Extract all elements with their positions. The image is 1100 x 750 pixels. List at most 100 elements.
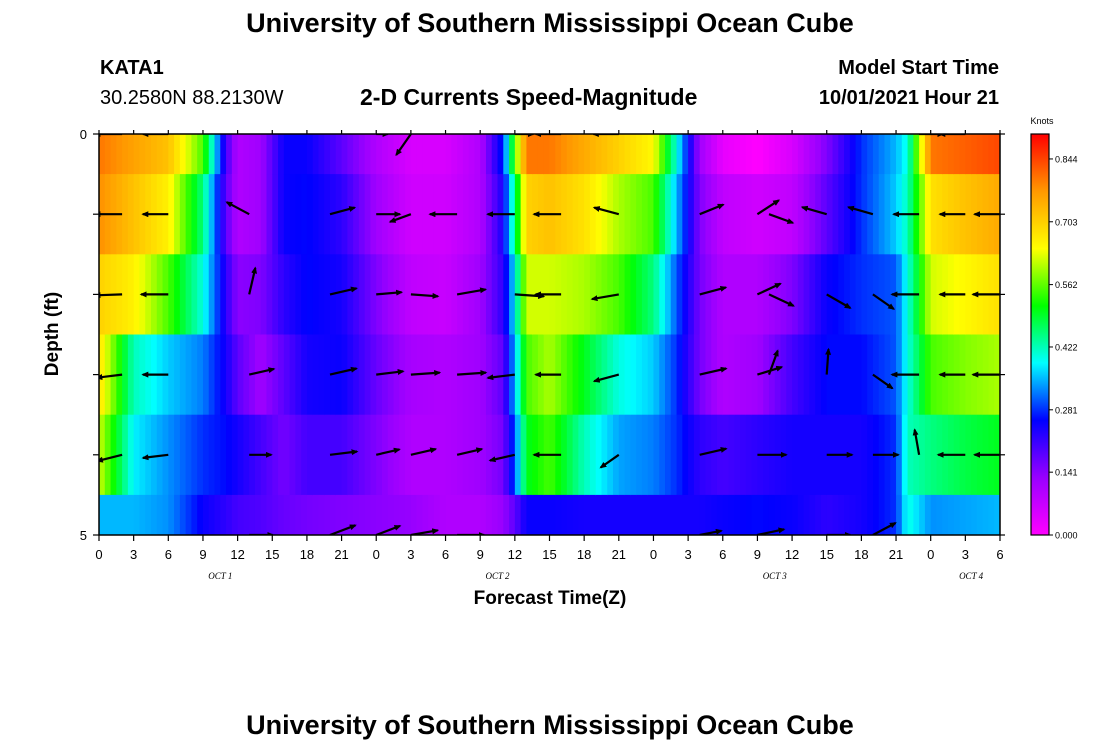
heat-cell	[295, 174, 302, 255]
heat-cell	[809, 494, 816, 535]
heat-cell	[306, 414, 314, 496]
heat-cell	[907, 134, 914, 175]
heat-cell	[347, 254, 354, 336]
current-vector	[590, 293, 619, 302]
heat-cell	[797, 254, 805, 336]
heat-cell	[705, 174, 712, 255]
heat-cell	[382, 494, 389, 535]
heat-cell	[722, 414, 730, 496]
heat-cell	[485, 254, 493, 336]
heat-cell	[278, 254, 285, 336]
heat-cell	[480, 494, 487, 535]
heat-cell	[757, 254, 764, 336]
heat-cell	[745, 494, 753, 535]
heat-cell	[618, 334, 626, 416]
y-tick-label: 0	[80, 127, 87, 142]
heat-cell	[306, 134, 314, 175]
heat-cell	[965, 494, 972, 535]
heat-cell	[693, 254, 701, 336]
x-tick-label: 18	[577, 547, 591, 562]
heat-cell	[595, 134, 603, 175]
heat-cell	[959, 134, 966, 175]
heat-cell	[682, 334, 689, 416]
heat-cell	[676, 254, 683, 336]
heat-cell	[584, 254, 591, 336]
heat-cell	[393, 414, 400, 496]
heat-cell	[693, 134, 701, 175]
heat-cell	[214, 134, 221, 175]
heat-cell	[636, 494, 643, 535]
heat-cell	[272, 174, 279, 255]
heat-cell	[624, 414, 631, 496]
heat-cell	[826, 174, 834, 255]
heat-cell	[607, 414, 614, 496]
heat-cell	[884, 174, 891, 255]
heat-cell	[757, 494, 764, 535]
heat-cell	[774, 254, 782, 336]
heat-cell	[878, 254, 886, 336]
heat-cell	[208, 134, 216, 175]
heat-cell	[786, 134, 793, 175]
heat-cell	[896, 134, 903, 175]
heat-cell	[295, 254, 302, 336]
heat-cell	[260, 174, 268, 255]
heat-cell	[965, 414, 972, 496]
heat-cell	[803, 254, 811, 336]
heat-cell	[751, 254, 759, 336]
heat-cell	[878, 494, 886, 535]
heat-cell	[422, 174, 429, 255]
heat-cell	[653, 174, 660, 255]
heat-cell	[306, 494, 314, 535]
heat-cell	[150, 494, 158, 535]
heat-cell	[613, 494, 620, 535]
heat-cell	[716, 134, 724, 175]
heat-cell	[578, 174, 585, 255]
heat-cell	[451, 254, 458, 336]
heat-cell	[439, 134, 447, 175]
heat-cell	[716, 174, 724, 255]
heat-cell	[601, 254, 608, 336]
heat-cell	[503, 134, 510, 175]
heat-cell	[422, 134, 429, 175]
heat-cell	[953, 134, 961, 175]
heat-cell	[295, 334, 302, 416]
heat-cell	[416, 494, 424, 535]
heat-cell	[884, 494, 891, 535]
colorbar-tick-label: 0.281	[1055, 405, 1078, 415]
heat-cell	[907, 494, 914, 535]
current-vector	[756, 282, 782, 296]
heat-cell	[353, 174, 360, 255]
heat-cell	[647, 414, 655, 496]
heat-cell	[451, 494, 458, 535]
heat-cell	[601, 334, 608, 416]
heat-cell	[948, 134, 955, 175]
heat-cell	[884, 254, 891, 336]
heat-cell	[133, 414, 141, 496]
current-vector	[486, 373, 515, 381]
heat-cell	[480, 414, 487, 496]
heat-cell	[139, 414, 146, 496]
heat-cell	[278, 174, 285, 255]
heat-cell	[561, 134, 568, 175]
heat-cell	[532, 134, 539, 175]
heat-cell	[122, 494, 129, 535]
heat-cell	[838, 134, 845, 175]
heat-cell	[676, 334, 683, 416]
heat-cell	[734, 414, 741, 496]
x-tick-label: 21	[612, 547, 626, 562]
heat-cell	[347, 414, 354, 496]
heat-cell	[358, 174, 366, 255]
heat-cell	[670, 494, 678, 535]
heat-cell	[335, 254, 343, 336]
heat-cell	[561, 414, 568, 496]
heat-cell	[751, 334, 759, 416]
heat-cell	[734, 254, 741, 336]
heat-cell	[341, 254, 348, 336]
heat-cell	[838, 494, 845, 535]
heat-cell	[688, 134, 695, 175]
heat-cell	[855, 334, 862, 416]
heat-cell	[387, 254, 395, 336]
heat-cell	[347, 134, 354, 175]
heat-cell	[768, 334, 776, 416]
heat-cell	[774, 334, 782, 416]
